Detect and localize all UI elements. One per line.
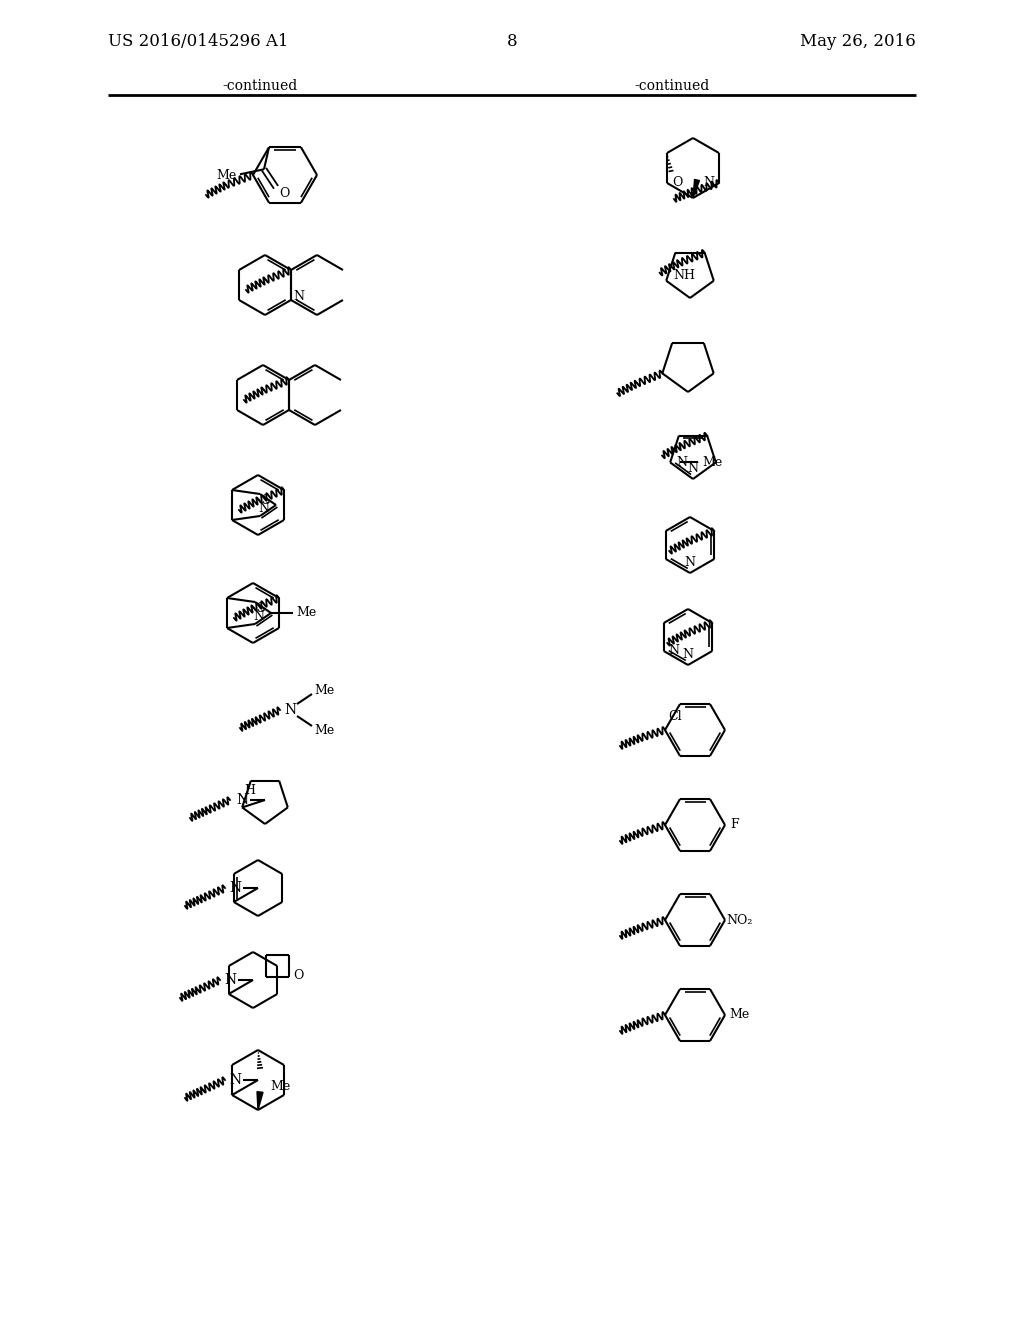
Text: N: N [669,644,679,657]
Text: O: O [293,969,304,982]
Polygon shape [693,180,699,198]
Text: N: N [687,462,698,475]
Text: Me: Me [270,1081,290,1093]
Text: Me: Me [296,606,316,619]
Polygon shape [257,1092,263,1110]
Text: N: N [224,973,237,987]
Text: 8: 8 [507,33,517,50]
Text: Me: Me [702,455,722,469]
Text: May 26, 2016: May 26, 2016 [800,33,916,50]
Text: Me: Me [314,723,334,737]
Text: N: N [229,1073,241,1086]
Text: N: N [684,557,695,569]
Text: F: F [731,818,739,832]
Text: -continued: -continued [222,79,298,92]
Text: N: N [703,177,715,190]
Text: S: S [257,602,265,615]
Text: S: S [262,494,270,507]
Text: NH: NH [673,269,695,282]
Text: N: N [284,704,296,717]
Text: H: H [245,784,256,796]
Text: N: N [236,793,248,807]
Text: N: N [254,610,264,623]
Text: US 2016/0145296 A1: US 2016/0145296 A1 [108,33,289,50]
Text: Cl: Cl [669,710,682,722]
Text: Me: Me [729,1008,750,1022]
Text: Me: Me [216,169,237,182]
Text: O: O [279,187,289,199]
Text: N: N [294,290,304,304]
Text: Me: Me [314,684,334,697]
Text: -continued: -continued [635,79,710,92]
Text: N: N [677,455,688,469]
Text: O: O [672,177,682,190]
Text: NO₂: NO₂ [727,913,754,927]
Text: N: N [258,502,269,515]
Text: N: N [683,648,693,661]
Text: N: N [229,880,241,895]
